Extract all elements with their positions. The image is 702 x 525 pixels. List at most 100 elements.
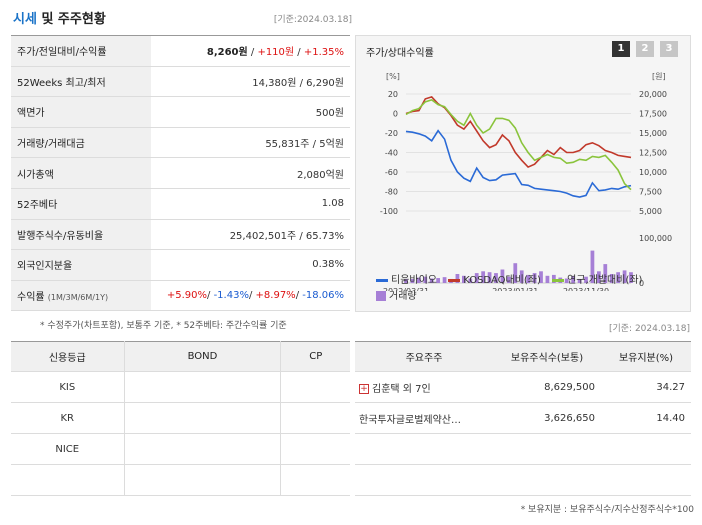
volume-bar	[506, 276, 511, 283]
legend-label: 거래량	[389, 291, 417, 302]
return-r2: -1.43%	[213, 290, 249, 302]
volume-bar	[622, 270, 627, 283]
chart-button-2[interactable]: 2	[636, 41, 654, 57]
price-row-value: 8,260원 / +110원 / +1.35%	[151, 35, 350, 67]
volume-bar	[596, 271, 601, 283]
price-row-value: 55,831주 / 5억원	[151, 127, 350, 159]
price-label-text: 주가/전일대비/수익률	[17, 47, 107, 59]
credit-cell	[124, 464, 282, 496]
price-row: 수익률 (1M/3M/6M/1Y) +5.90%/ -1.43%/ +8.97%/…	[11, 280, 350, 312]
price-row: 52Weeks 최고/최저 14,380원 / 6,290원	[11, 66, 350, 98]
credit-row: KR	[11, 402, 350, 434]
shareholder-name: 김훈택 외 7인	[372, 383, 431, 395]
separator: /	[248, 290, 256, 302]
price-label-text: 외국인지분율	[17, 261, 73, 273]
return-r3: +8.97%	[255, 290, 296, 302]
section-title-highlight: 시세	[13, 12, 37, 27]
x-tick-label: 2023/01/31	[492, 287, 538, 291]
volume-bar	[577, 278, 582, 283]
volume-bar	[532, 273, 537, 283]
shareholder-name-cell: 한국투자글로벌제약산…	[355, 402, 493, 434]
credit-header: 신용등급	[11, 341, 125, 372]
right-tick-label: 17,500	[639, 110, 667, 119]
right-unit: [원]	[652, 72, 666, 81]
chart-period-buttons: 1 2 3	[612, 41, 678, 57]
price-row: 발행주식수/유동비율 25,402,501주 / 65.73%	[11, 219, 350, 251]
price-label-text: 52주베타	[17, 200, 58, 212]
shareholder-name: 한국투자글로벌제약산…	[359, 414, 461, 426]
price-row-label: 52주베타	[11, 188, 151, 220]
price-row-label: 액면가	[11, 96, 151, 128]
legend-label: 티움바이오	[391, 275, 437, 286]
volume-bar	[571, 276, 576, 283]
price-label-text: 수익률	[17, 292, 45, 304]
left-tick-label: -40	[385, 149, 398, 158]
legend-swatch-purple	[376, 291, 386, 301]
volume-bar	[545, 275, 550, 283]
price-row: 52주베타 1.08	[11, 188, 350, 220]
price-row: 액면가 500원	[11, 96, 350, 128]
credit-table: 신용등급 BOND CP KIS KR NICE	[11, 341, 350, 496]
credit-header: CP	[280, 341, 350, 372]
credit-row: NICE	[11, 433, 350, 465]
price-row-label: 52Weeks 최고/최저	[11, 66, 151, 98]
price-row-value: +5.90%/ -1.43%/ +8.97%/ -18.06%	[151, 280, 350, 312]
chart-button-3[interactable]: 3	[660, 41, 678, 57]
price-row-label: 거래량/거래대금	[11, 127, 151, 159]
price-label-text: 액면가	[17, 108, 45, 120]
shareholder-header: 보유주식수(보통)	[493, 341, 601, 372]
credit-header: BOND	[124, 341, 282, 372]
current-price: 8,260원	[206, 47, 248, 59]
legend-label: 연구,개발대비(좌)	[567, 275, 643, 286]
price-value-text: 500원	[315, 108, 344, 120]
shareholder-row	[355, 495, 691, 525]
shareholder-pct	[601, 433, 691, 465]
chart-legend: 티움바이오 KOSDAQ대비(좌) 연구,개발대비(좌) 거래량	[376, 273, 686, 305]
shareholder-table: 주요주주 보유주식수(보통) 보유지분(%) + 김훈택 외 7인 8,629,500 3…	[355, 341, 691, 525]
price-label-text: 거래량/거래대금	[17, 139, 85, 151]
volume-bar	[474, 273, 479, 283]
separator: /	[207, 290, 214, 302]
chart-button-1[interactable]: 1	[612, 41, 630, 57]
left-tick-label: -100	[380, 207, 398, 216]
price-date: [기준:2024.03.18]	[273, 15, 352, 25]
volume-bar	[423, 276, 428, 283]
x-tick-label: 2023/11/30	[563, 287, 609, 291]
credit-cell: KR	[11, 402, 125, 434]
price-row: 주가/전일대비/수익률 8,260원 / +110원 / +1.35%	[11, 35, 350, 67]
price-row-value: 0.38%	[151, 249, 350, 281]
volume-bar	[429, 278, 434, 283]
legend-swatch-blue	[376, 278, 388, 282]
volume-tick-label: 100,000	[639, 234, 672, 243]
shareholder-name-cell	[355, 464, 493, 496]
price-row-label: 수익률 (1M/3M/6M/1Y)	[11, 280, 151, 312]
volume-bar	[590, 250, 595, 283]
left-tick-label: -20	[385, 129, 398, 138]
volume-bar	[410, 278, 415, 283]
return-r4: -18.06%	[302, 290, 344, 302]
shareholder-pct	[601, 464, 691, 496]
right-tick-label: 15,000	[639, 129, 667, 138]
chart-title: 주가/상대수익률	[366, 48, 434, 59]
credit-cell: NICE	[11, 433, 125, 465]
shareholder-row: 한국투자글로벌제약산… 3,626,650 14.40	[355, 402, 691, 434]
credit-cell	[124, 371, 282, 403]
shareholder-shares	[493, 433, 601, 465]
expand-icon[interactable]: +	[359, 383, 369, 394]
price-label-text: 52Weeks 최고/최저	[17, 77, 106, 89]
price-value-text: 55,831주 / 5억원	[265, 139, 344, 151]
price-row-label: 주가/전일대비/수익률	[11, 35, 151, 67]
shareholder-shares: 8,629,500	[493, 371, 601, 403]
price-value-text: 1.08	[321, 198, 344, 210]
left-tick-label: 20	[388, 90, 398, 99]
shareholder-pct	[601, 495, 691, 525]
volume-bar	[487, 272, 492, 283]
chart-panel: 주가/상대수익률 1 2 3 [%] [원] 20 0 -20 -40 -60 -80 -100…	[355, 35, 691, 312]
price-value-text: 25,402,501주 / 65.73%	[229, 230, 344, 242]
legend-item-stock: 티움바이오	[376, 275, 437, 286]
volume-bar	[500, 269, 505, 283]
right-tick-label: 12,500	[639, 149, 667, 158]
right-tick-label: 10,000	[639, 168, 667, 177]
price-chart: [%] [원] 20 0 -20 -40 -60 -80 -100 20,000 17,500 15,…	[380, 72, 672, 291]
price-row-value: 2,080억원	[151, 157, 350, 189]
